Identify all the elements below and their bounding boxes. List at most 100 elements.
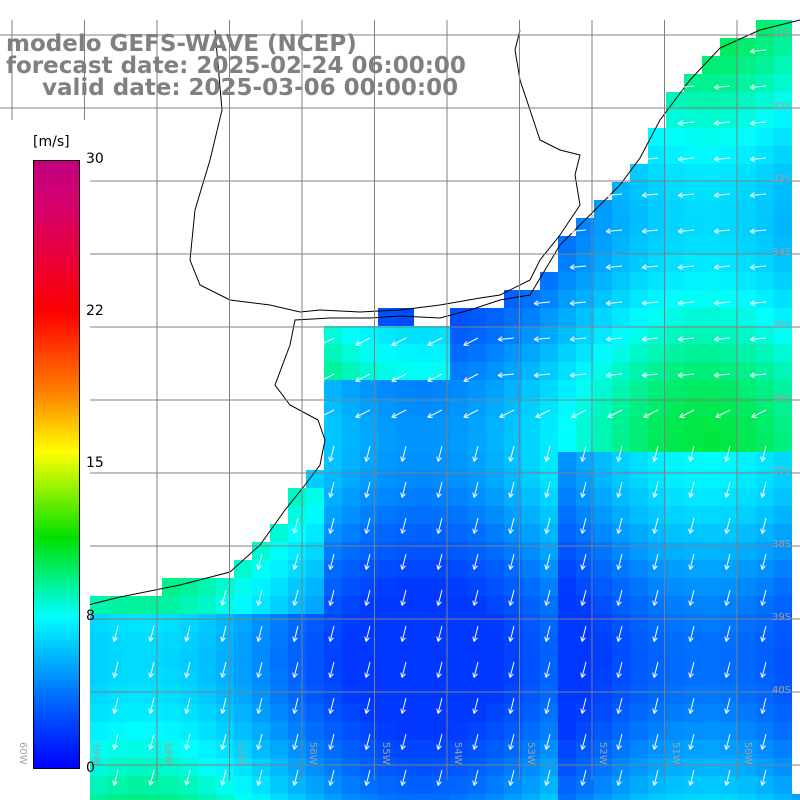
wind-arrow-head bbox=[472, 636, 475, 642]
wind-cell bbox=[702, 416, 720, 434]
wind-arrow-head bbox=[544, 600, 547, 606]
wind-cell bbox=[306, 614, 324, 632]
wind-cell bbox=[324, 398, 342, 416]
wind-arrow-head bbox=[545, 745, 550, 750]
wind-arrow-head bbox=[437, 601, 442, 606]
wind-arrow-head bbox=[364, 456, 367, 462]
wind-cell bbox=[378, 668, 396, 686]
wind-cell bbox=[738, 740, 756, 758]
wind-cell bbox=[594, 758, 612, 776]
wind-arrow bbox=[725, 661, 731, 678]
wind-arrow-head bbox=[713, 264, 719, 268]
wind-cell bbox=[252, 740, 270, 758]
wind-arrow-head bbox=[725, 673, 730, 678]
wind-arrow bbox=[319, 337, 335, 346]
wind-cell bbox=[720, 686, 738, 704]
wind-cell bbox=[504, 596, 522, 614]
wind-arrow-head bbox=[545, 601, 550, 606]
wind-arrow-head bbox=[617, 457, 622, 462]
wind-arrow-head bbox=[292, 564, 295, 570]
wind-arrow-head bbox=[760, 564, 763, 570]
wind-cell bbox=[504, 686, 522, 704]
wind-cell bbox=[648, 578, 666, 596]
wind-cell bbox=[360, 740, 378, 758]
wind-arrow-head bbox=[641, 339, 647, 342]
wind-arrow-head bbox=[437, 673, 442, 678]
wind-arrow-head bbox=[652, 600, 655, 606]
wind-cell bbox=[144, 776, 162, 794]
wind-arrow bbox=[606, 301, 623, 305]
wind-arrow-head bbox=[149, 709, 154, 714]
wind-cell bbox=[612, 236, 630, 254]
wind-cell bbox=[648, 560, 666, 578]
wind-arrow-head bbox=[713, 120, 719, 124]
wind-cell bbox=[774, 128, 792, 146]
wind-cell bbox=[558, 776, 576, 794]
wind-arrow-head bbox=[533, 372, 539, 376]
wind-cell bbox=[378, 758, 396, 776]
wind-arrow-head bbox=[329, 781, 334, 786]
wind-arrow bbox=[437, 733, 443, 750]
wind-cell bbox=[144, 794, 162, 800]
wind-arrow-head bbox=[688, 528, 691, 534]
wind-cell bbox=[702, 560, 720, 578]
wind-arrow-head bbox=[641, 303, 647, 306]
wind-arrow-head bbox=[221, 709, 226, 714]
wind-cell bbox=[576, 290, 594, 308]
wind-arrow-head bbox=[713, 339, 719, 342]
wind-arrow bbox=[761, 733, 767, 750]
wind-cell bbox=[342, 614, 360, 632]
wind-cell bbox=[180, 740, 198, 758]
wind-cell bbox=[594, 452, 612, 470]
wind-cell bbox=[180, 596, 198, 614]
wind-arrow-head bbox=[463, 376, 467, 382]
wind-cell bbox=[180, 668, 198, 686]
wind-cell bbox=[576, 398, 594, 416]
wind-cell bbox=[648, 506, 666, 524]
wind-cell bbox=[468, 398, 486, 416]
wind-cell bbox=[126, 596, 144, 614]
wind-arrow-head bbox=[725, 745, 730, 750]
wind-cell bbox=[648, 704, 666, 722]
border-line bbox=[189, 29, 581, 313]
wind-cell bbox=[594, 686, 612, 704]
wind-arrow bbox=[606, 337, 623, 341]
wind-arrow bbox=[581, 697, 587, 714]
wind-cell bbox=[684, 146, 702, 164]
wind-cell bbox=[684, 452, 702, 470]
wind-cell bbox=[630, 632, 648, 650]
wind-arrow bbox=[473, 517, 479, 534]
wind-arrow-head bbox=[328, 780, 331, 786]
wind-cell bbox=[756, 470, 774, 488]
wind-cell bbox=[576, 470, 594, 488]
wind-arrow-head bbox=[581, 457, 586, 462]
wind-cell bbox=[450, 308, 468, 326]
wind-arrow bbox=[473, 553, 479, 570]
wind-arrow-head bbox=[689, 601, 694, 606]
wind-cell bbox=[576, 668, 594, 686]
wind-cell bbox=[252, 560, 270, 578]
wind-arrow-head bbox=[616, 492, 619, 498]
wind-cell bbox=[450, 470, 468, 488]
wind-cell bbox=[306, 596, 324, 614]
wind-arrow-head bbox=[605, 264, 611, 268]
wind-cell bbox=[774, 596, 792, 614]
wind-cell bbox=[720, 434, 738, 452]
wind-arrow-head bbox=[724, 636, 727, 642]
wind-arrow-head bbox=[677, 267, 683, 270]
wind-arrow-head bbox=[473, 709, 478, 714]
wind-arrow-head bbox=[473, 745, 478, 750]
wind-cell bbox=[612, 416, 630, 434]
wind-cell bbox=[468, 650, 486, 668]
wind-arrow bbox=[653, 769, 659, 786]
wind-arrow-head bbox=[652, 492, 655, 498]
wind-cell bbox=[738, 128, 756, 146]
wind-cell bbox=[486, 794, 504, 800]
wind-arrow bbox=[617, 733, 623, 750]
wind-arrow bbox=[581, 445, 587, 462]
wind-arrow bbox=[113, 769, 119, 786]
wind-arrow-head bbox=[533, 300, 539, 304]
wind-arrow-head bbox=[751, 412, 755, 418]
wind-arrow bbox=[391, 373, 407, 382]
wind-cell bbox=[234, 776, 252, 794]
